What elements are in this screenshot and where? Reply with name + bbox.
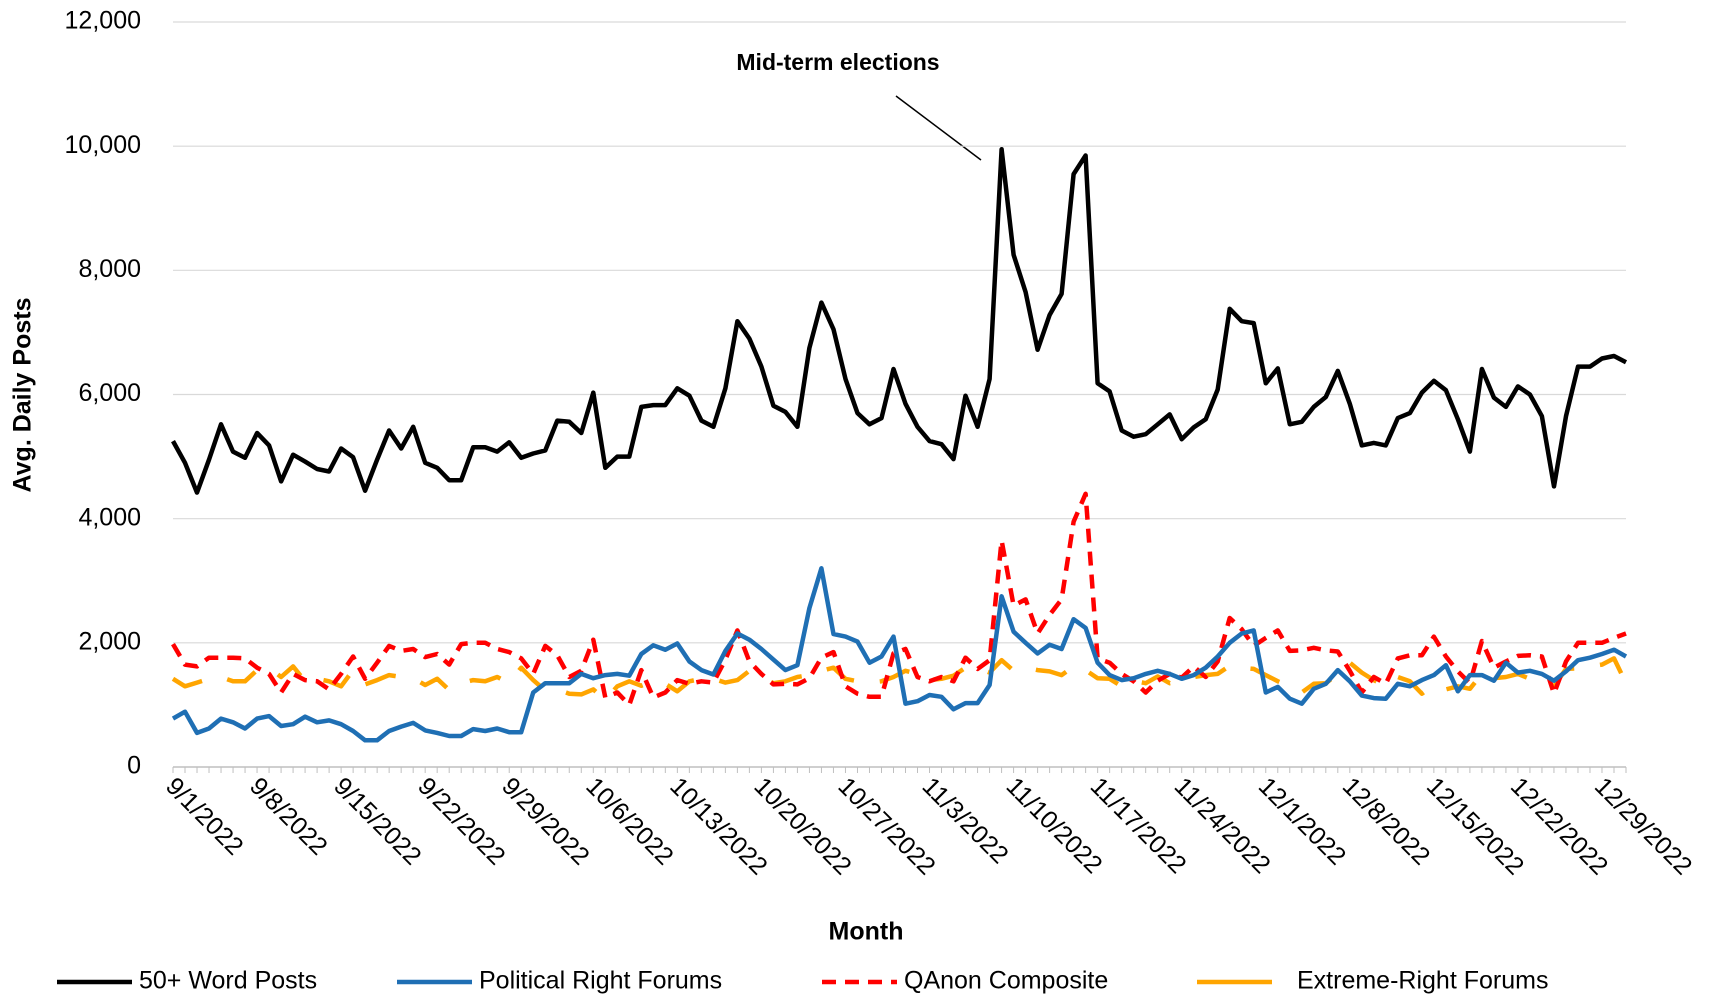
annotation: Mid-term elections (736, 49, 939, 75)
x-tick-label: 9/8/2022 (244, 772, 333, 861)
x-tick-label: 9/22/2022 (412, 772, 510, 870)
x-tick-label: 9/29/2022 (496, 772, 594, 870)
legend-label: QAnon Composite (904, 967, 1108, 995)
y-tick-label: 10,000 (65, 131, 141, 159)
y-tick-label: 2,000 (78, 627, 141, 655)
x-tick-label: 9/15/2022 (328, 772, 426, 870)
legend-label: Extreme-Right Forums (1297, 967, 1548, 995)
legend-label: 50+ Word Posts (139, 967, 317, 995)
y-tick-label: 8,000 (78, 255, 141, 283)
y-tick-label: 4,000 (78, 503, 141, 531)
x-axis-title: Month (829, 918, 904, 946)
series-line (171, 566, 1628, 743)
y-axis-title: Avg. Daily Posts (9, 298, 37, 493)
x-tick-label: 9/1/2022 (160, 772, 249, 861)
y-tick-label: 0 (127, 752, 141, 780)
x-tick-label: 12/8/2022 (1337, 772, 1435, 870)
y-tick-label: 6,000 (78, 379, 141, 407)
x-tick-label: 10/6/2022 (580, 772, 678, 870)
y-tick-label: 12,000 (65, 7, 141, 35)
series-line (171, 147, 1628, 495)
series-line (171, 491, 1627, 708)
annotation-leader (895, 95, 982, 161)
legend-label: Political Right Forums (479, 967, 722, 995)
